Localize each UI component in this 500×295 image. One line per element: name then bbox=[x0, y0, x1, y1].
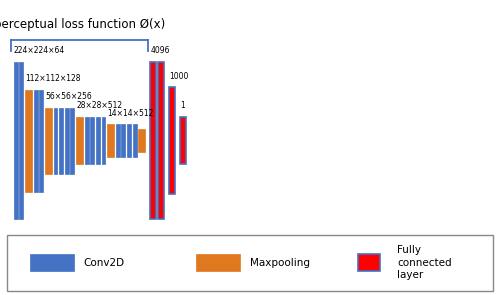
Bar bbox=[34, 89, 38, 192]
Bar bbox=[138, 129, 145, 153]
Text: Fully
connected
layer: Fully connected layer bbox=[397, 245, 452, 280]
Text: 56×56×256: 56×56×256 bbox=[45, 92, 92, 101]
Bar bbox=[132, 124, 136, 157]
Bar bbox=[358, 254, 380, 271]
Text: 1000: 1000 bbox=[169, 72, 188, 81]
Text: 112×112×128: 112×112×128 bbox=[25, 74, 80, 83]
Bar bbox=[14, 62, 18, 219]
Text: 28×28×512: 28×28×512 bbox=[76, 101, 122, 110]
Text: perceptual loss function Ø(x): perceptual loss function Ø(x) bbox=[0, 19, 165, 32]
Bar bbox=[30, 254, 74, 271]
Bar bbox=[25, 89, 32, 192]
Bar bbox=[70, 108, 74, 173]
Bar bbox=[45, 108, 52, 173]
Bar bbox=[54, 108, 58, 173]
Text: Conv2D: Conv2D bbox=[84, 258, 124, 268]
Bar bbox=[84, 117, 88, 164]
Bar bbox=[76, 117, 83, 164]
Bar bbox=[122, 124, 126, 157]
Text: 14×14×512: 14×14×512 bbox=[107, 109, 154, 117]
Bar bbox=[196, 254, 240, 271]
Bar bbox=[150, 62, 156, 219]
Bar bbox=[180, 117, 186, 164]
Text: 4096: 4096 bbox=[150, 46, 170, 55]
Text: 224×224×64: 224×224×64 bbox=[14, 46, 65, 55]
Bar bbox=[59, 108, 63, 173]
Bar bbox=[40, 89, 43, 192]
Bar bbox=[102, 117, 105, 164]
Bar bbox=[65, 108, 68, 173]
Bar bbox=[96, 117, 100, 164]
Text: Maxpooling: Maxpooling bbox=[250, 258, 310, 268]
Bar bbox=[116, 124, 119, 157]
Bar bbox=[20, 62, 24, 219]
Bar bbox=[107, 124, 114, 157]
Bar bbox=[169, 87, 175, 194]
Text: 1: 1 bbox=[180, 101, 184, 110]
Bar bbox=[127, 124, 131, 157]
Bar bbox=[90, 117, 94, 164]
Bar bbox=[158, 62, 164, 219]
